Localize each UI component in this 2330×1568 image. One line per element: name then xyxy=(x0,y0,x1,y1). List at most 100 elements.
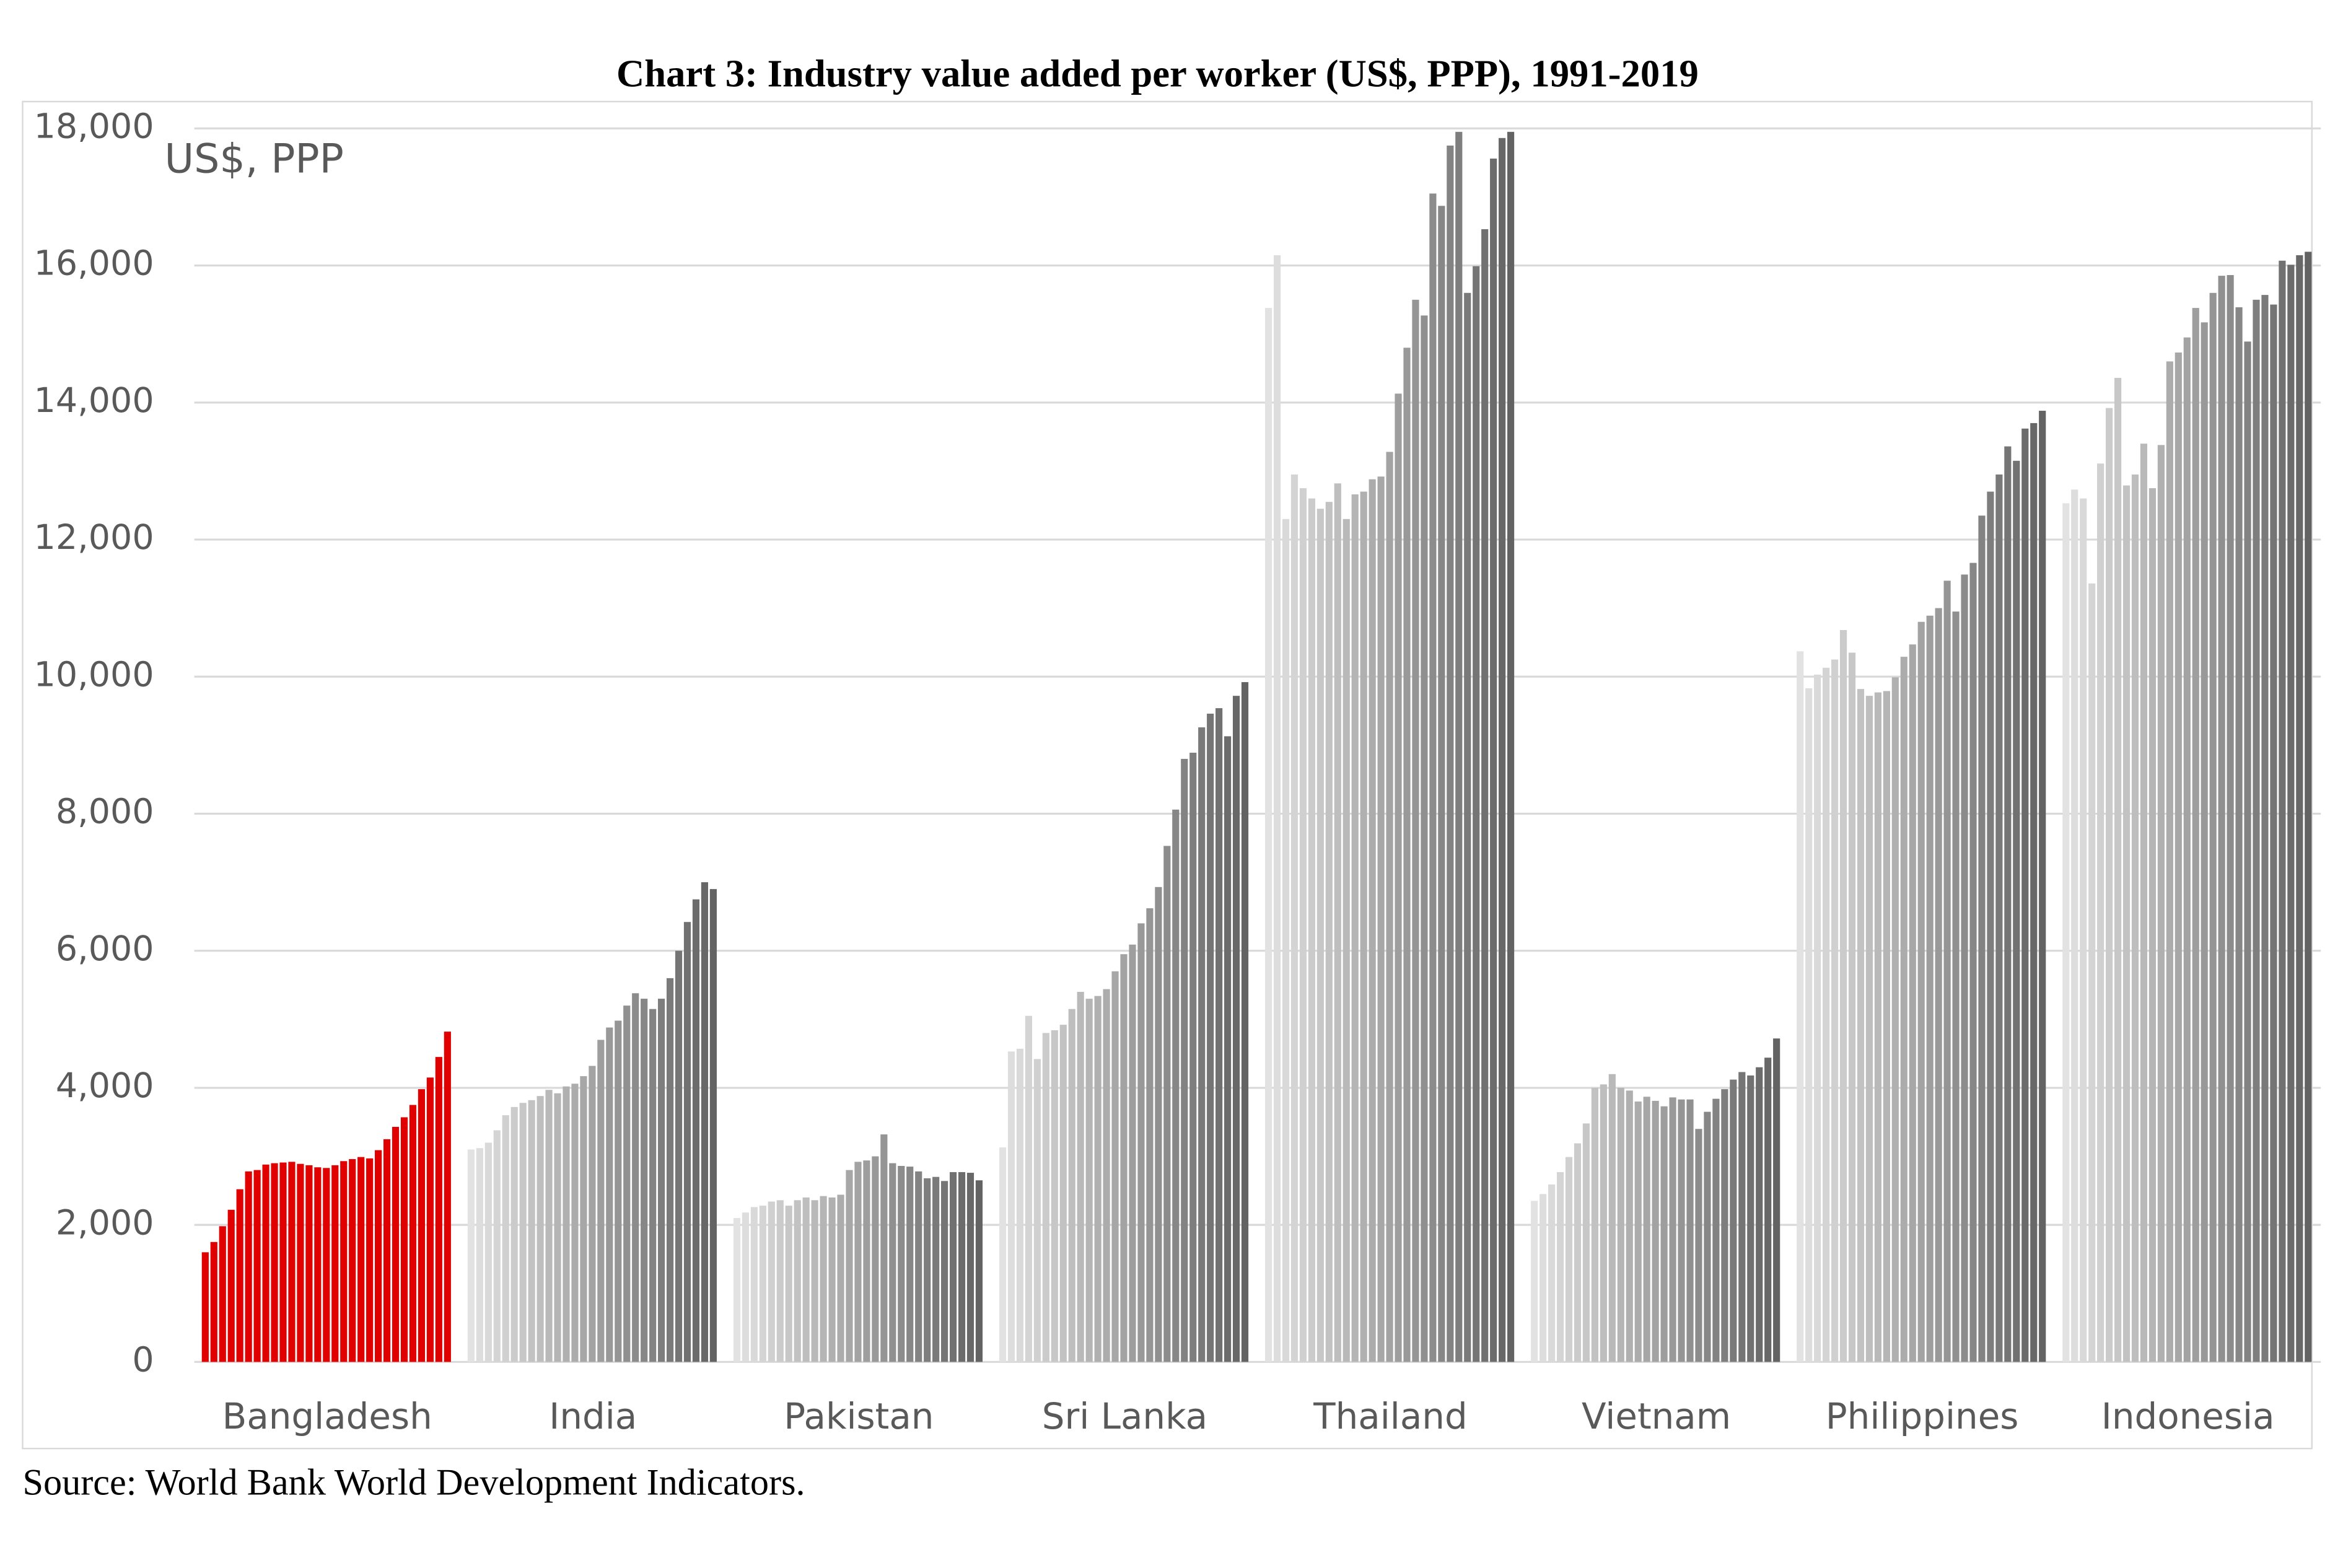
bar xyxy=(2192,308,2199,1362)
bar xyxy=(357,1157,365,1362)
bar xyxy=(632,993,639,1362)
bar xyxy=(692,899,700,1362)
bar xyxy=(1773,1038,1780,1362)
bar xyxy=(502,1115,509,1362)
bar xyxy=(811,1200,818,1362)
bar xyxy=(392,1126,400,1362)
bar xyxy=(1207,713,1214,1362)
bar xyxy=(279,1162,287,1362)
bar xyxy=(999,1147,1007,1362)
bar xyxy=(323,1168,330,1362)
bar xyxy=(2279,260,2286,1362)
bar xyxy=(1507,131,1515,1362)
bar xyxy=(1935,608,1942,1362)
bar xyxy=(768,1201,775,1362)
bar xyxy=(2227,275,2234,1362)
bar xyxy=(2305,252,2312,1362)
bar xyxy=(1721,1089,1728,1362)
y-tick-label: 4,000 xyxy=(56,1066,154,1106)
y-tick-label: 14,000 xyxy=(34,381,154,421)
bar xyxy=(641,999,648,1362)
bar xyxy=(262,1164,269,1362)
bar xyxy=(467,1149,475,1362)
bar xyxy=(1695,1129,1702,1362)
bar xyxy=(1129,944,1136,1362)
x-tick-label: India xyxy=(549,1395,637,1437)
bar xyxy=(880,1134,888,1362)
bar xyxy=(846,1170,853,1362)
bar xyxy=(1574,1143,1582,1362)
y-tick-label: 16,000 xyxy=(34,244,154,284)
bar xyxy=(1120,954,1128,1362)
bar xyxy=(1360,491,1367,1362)
y-tick-label: 6,000 xyxy=(56,929,154,969)
bar xyxy=(1686,1099,1694,1362)
bar xyxy=(1232,696,1240,1362)
bar xyxy=(1412,299,1419,1362)
bar xyxy=(2157,445,2165,1362)
bar xyxy=(210,1242,217,1362)
bar xyxy=(1499,138,1506,1362)
bar xyxy=(1556,1172,1564,1362)
bar xyxy=(2080,498,2087,1362)
bar xyxy=(1857,689,1865,1362)
bar xyxy=(1421,315,1428,1362)
bar xyxy=(1265,308,1272,1362)
y-tick-label: 10,000 xyxy=(34,655,154,694)
bar xyxy=(820,1196,827,1362)
bar xyxy=(1738,1072,1746,1362)
x-tick-label: Thailand xyxy=(1313,1395,1467,1437)
y-axis-label: US$, PPP xyxy=(164,136,343,182)
bar xyxy=(2088,583,2096,1362)
bar xyxy=(750,1207,758,1362)
bar xyxy=(2244,341,2251,1362)
bar xyxy=(236,1189,243,1362)
bar xyxy=(1051,1030,1058,1362)
bar xyxy=(349,1158,356,1362)
bar xyxy=(1198,727,1206,1362)
bar xyxy=(1490,158,1497,1362)
source-note: Source: World Bank World Development Ind… xyxy=(22,1461,805,1503)
x-tick-label: Bangladesh xyxy=(222,1395,432,1437)
bar xyxy=(1403,348,1411,1362)
bar xyxy=(1464,292,1471,1362)
bar xyxy=(1189,752,1197,1362)
bar xyxy=(649,1009,657,1362)
bar xyxy=(785,1206,792,1362)
bar xyxy=(528,1100,535,1362)
bar xyxy=(1033,1059,1041,1362)
bar xyxy=(1961,574,1968,1362)
bar xyxy=(623,1005,631,1362)
bar xyxy=(2039,411,2046,1362)
bar xyxy=(872,1156,879,1362)
bar xyxy=(1016,1048,1024,1362)
bar xyxy=(666,978,674,1362)
y-tick-label: 12,000 xyxy=(34,518,154,558)
bar xyxy=(2122,485,2131,1362)
bar xyxy=(2218,276,2225,1362)
bar xyxy=(2183,337,2191,1362)
bar xyxy=(1909,644,1916,1362)
bar xyxy=(2030,423,2038,1362)
bar xyxy=(966,1173,974,1362)
bar xyxy=(2261,295,2269,1362)
bar xyxy=(889,1163,896,1362)
bar xyxy=(1438,206,1445,1362)
bar xyxy=(1163,846,1171,1362)
bars: Bangladesh India Pakistan Sri Lanka Thailand… xyxy=(201,131,2312,1437)
bar xyxy=(1316,509,1324,1362)
bar xyxy=(2021,428,2029,1362)
bar xyxy=(1926,615,1934,1362)
bar xyxy=(201,1252,209,1362)
bar xyxy=(1085,999,1093,1362)
bar xyxy=(1805,688,1813,1362)
bar xyxy=(1172,809,1180,1362)
bar xyxy=(1634,1102,1642,1362)
bar xyxy=(1865,696,1873,1362)
bar xyxy=(1678,1099,1685,1362)
bar xyxy=(2270,304,2277,1362)
bar xyxy=(537,1096,544,1362)
bar xyxy=(828,1197,836,1362)
bar xyxy=(1874,692,1881,1362)
bar xyxy=(2148,488,2157,1362)
